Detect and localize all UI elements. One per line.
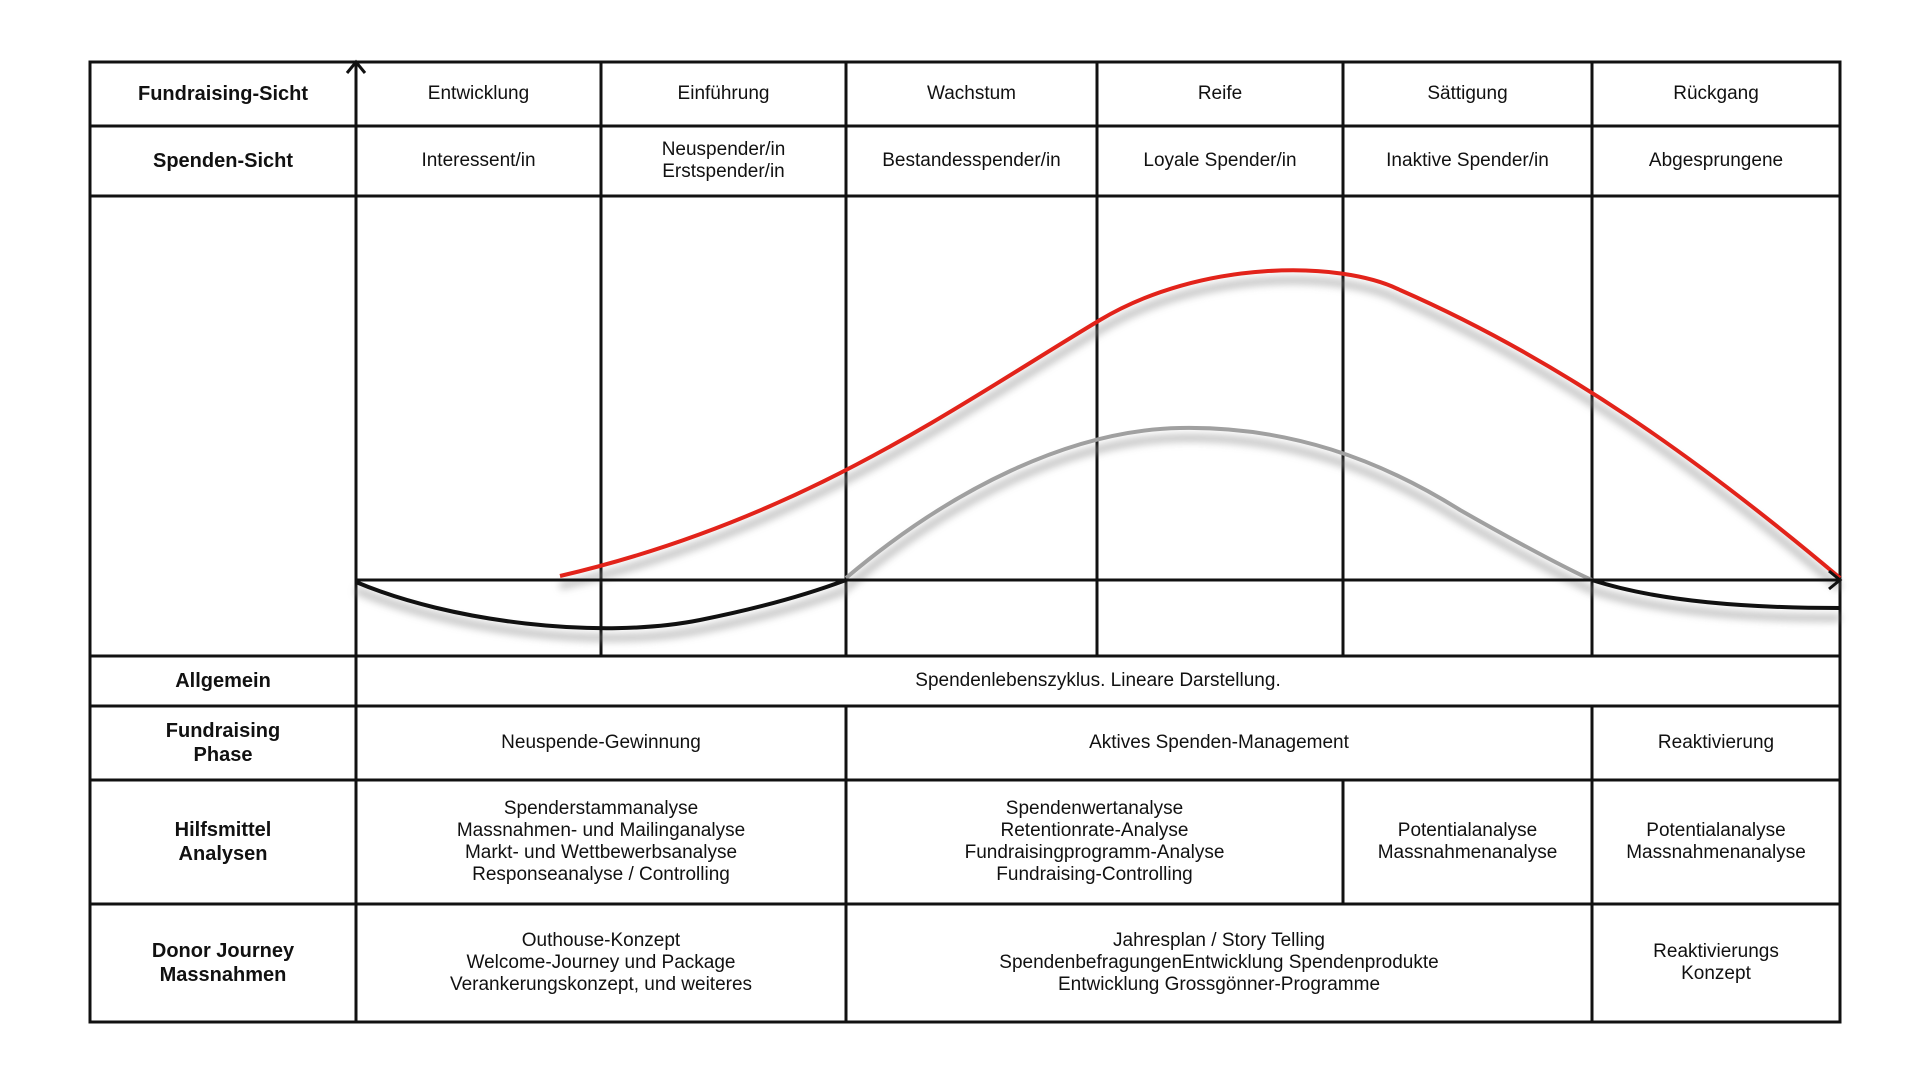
hilfsmittel-cell-4: Potentialanalyse Massnahmenanalyse	[1626, 820, 1806, 863]
phase-saettigung: Sättigung	[1427, 83, 1508, 104]
phase-einfuehrung: Einführung	[677, 83, 770, 104]
row-label-fundraising-phase: Fundraising Phase	[165, 720, 281, 766]
red-curve	[559, 268, 1842, 580]
black-curve	[355, 578, 847, 631]
red-curve-shadow	[559, 276, 1843, 591]
black-curve-shadow	[354, 586, 848, 642]
row-label-allgemein: Allgemein	[175, 670, 271, 692]
phase-wachstum: Wachstum	[926, 83, 1017, 104]
donor-journey-cell-1: Outhouse-Konzept Welcome-Journey und Pac…	[449, 930, 753, 995]
donor-journey-cell-3: Reaktivierungs Konzept	[1653, 941, 1779, 984]
grey-curve	[844, 425, 1593, 582]
phase-rueckgang: Rückgang	[1673, 83, 1759, 104]
donor-bestandesspender: Bestandesspender/in	[882, 150, 1061, 171]
phase-reaktivierung: Reaktivierung	[1657, 732, 1775, 753]
hilfsmittel-cell-3: Potentialanalyse Massnahmenanalyse	[1377, 820, 1558, 863]
row-label-donor-journey: Donor Journey Massnahmen	[151, 940, 295, 986]
donor-interessent: Interessent/in	[421, 150, 536, 171]
donor-loyale: Loyale Spender/in	[1143, 150, 1297, 171]
phase-aktives-spenden-management: Aktives Spenden-Management	[1089, 732, 1349, 753]
table-frame	[88, 60, 1842, 1024]
allgemein-text: Spendenlebenszyklus. Lineare Darstellung…	[915, 670, 1281, 691]
phase-entwicklung: Entwicklung	[427, 83, 530, 104]
donor-journey-cell-2: Jahresplan / Story Telling Spendenbefrag…	[999, 930, 1439, 995]
black-curve-tail	[1591, 578, 1841, 610]
hilfsmittel-cell-1: Spenderstammanalyse Massnahmen- und Mail…	[456, 798, 746, 885]
row-label-fundraising-sicht: Fundraising-Sicht	[138, 83, 308, 105]
row-label-hilfsmittel: Hilfsmittel Analysen	[174, 819, 272, 865]
hilfsmittel-cell-2: Spendenwertanalyse Retentionrate-Analyse…	[964, 798, 1225, 885]
donor-abgesprungene: Abgesprungene	[1648, 150, 1784, 171]
donor-inaktive: Inaktive Spender/in	[1386, 150, 1549, 171]
phase-reife: Reife	[1197, 83, 1243, 104]
phase-neuspende-gewinnung: Neuspende-Gewinnung	[501, 732, 701, 753]
arrow-right-icon	[1828, 569, 1843, 591]
arrow-up-icon	[345, 59, 367, 74]
row-label-spenden-sicht: Spenden-Sicht	[152, 150, 293, 172]
grey-curve-shadow	[843, 434, 1594, 594]
donor-neuspender: Neuspender/in Erstspender/in	[661, 139, 786, 182]
black-curve-tail-shadow	[1590, 586, 1841, 622]
